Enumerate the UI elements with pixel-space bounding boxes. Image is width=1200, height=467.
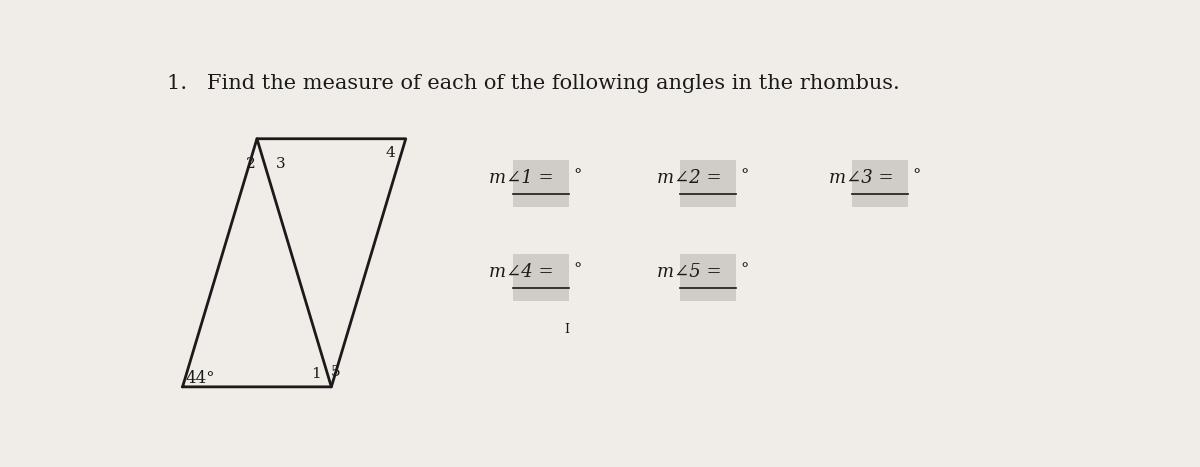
Text: m∠1 =: m∠1 = (490, 170, 554, 187)
Text: 4: 4 (385, 146, 395, 160)
Text: °: ° (740, 168, 749, 184)
Text: 3: 3 (275, 157, 286, 171)
Text: 1: 1 (311, 367, 320, 381)
Bar (680, 160, 736, 207)
Text: m∠4 =: m∠4 = (490, 263, 554, 281)
Text: 44°: 44° (185, 370, 215, 387)
Bar (512, 160, 569, 207)
Text: °: ° (574, 261, 582, 278)
Text: m∠2 =: m∠2 = (656, 170, 721, 187)
Text: m∠3 =: m∠3 = (829, 170, 894, 187)
Text: 2: 2 (246, 157, 256, 171)
Text: I: I (564, 323, 569, 336)
Bar (852, 160, 908, 207)
Text: m∠5 =: m∠5 = (656, 263, 721, 281)
Text: 5: 5 (331, 366, 341, 380)
Bar (680, 254, 736, 301)
Text: °: ° (740, 261, 749, 278)
Text: °: ° (574, 168, 582, 184)
Text: °: ° (912, 168, 920, 184)
Text: 1.   Find the measure of each of the following angles in the rhombus.: 1. Find the measure of each of the follo… (167, 74, 900, 93)
Bar (512, 254, 569, 301)
